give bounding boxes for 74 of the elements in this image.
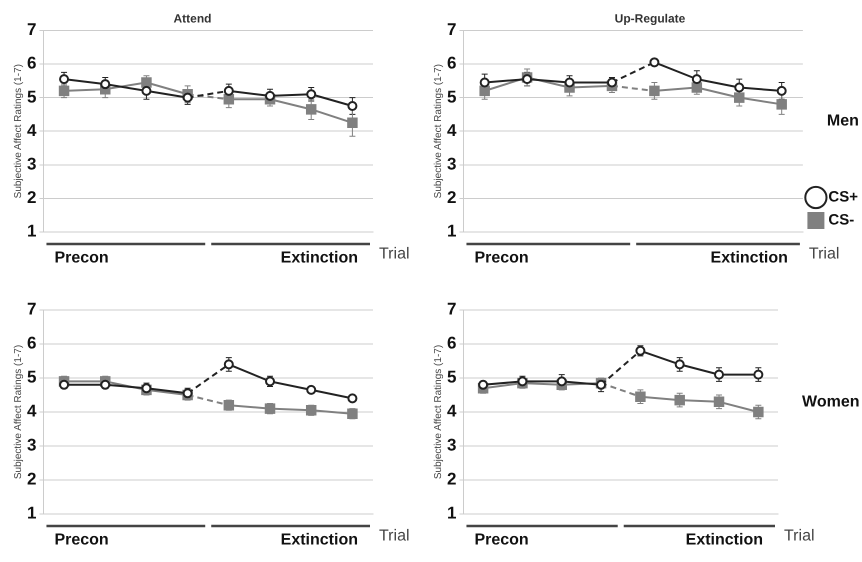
y-tick-label: 3 (446, 436, 456, 455)
y-tick-label: 6 (26, 334, 36, 353)
y-tick-label: 1 (446, 222, 456, 241)
y-tick-label: 5 (446, 368, 456, 387)
point (649, 86, 660, 96)
point (59, 74, 70, 84)
y-tick-label: 2 (446, 470, 456, 489)
point (753, 370, 764, 380)
y-tick-label: 4 (446, 120, 457, 140)
y-tick-label: 3 (446, 154, 456, 174)
y-tick-label: 5 (26, 368, 36, 387)
point (224, 86, 234, 96)
y-tick-label: 5 (26, 87, 36, 106)
text: Extinction (280, 249, 358, 266)
y-tick-label: 5 (446, 87, 456, 106)
point (556, 376, 567, 386)
y-tick-label: 4 (26, 402, 37, 421)
point (347, 101, 358, 111)
y-tick-label: 4 (26, 120, 37, 140)
y-tick-label: 7 (446, 300, 456, 319)
point (347, 118, 358, 128)
point (480, 77, 490, 88)
y-tick-label: 2 (26, 188, 36, 208)
chart-title: Attend (174, 12, 212, 26)
y-tick-label: 2 (446, 188, 456, 208)
text: Precon (474, 249, 529, 266)
point (734, 82, 744, 93)
y-tick-label: 6 (26, 54, 36, 73)
y-tick-label: 1 (26, 222, 36, 241)
y-axis-title: Subjective Affect Ratings (1-7) (432, 64, 444, 198)
point (714, 370, 724, 380)
y-tick-label: 3 (26, 436, 36, 455)
x-axis-title: Trial (379, 527, 410, 544)
chart-title: Up-Regulate (614, 12, 686, 26)
x-axis-title: Trial (784, 527, 815, 544)
legend-label: CS+ (828, 188, 858, 206)
x-axis-title: Trial (379, 245, 410, 262)
y-tick-label: 3 (26, 154, 36, 174)
y-axis-title: Subjective Affect Ratings (1-7) (12, 344, 24, 480)
y-tick-label: 7 (446, 20, 456, 40)
point (692, 74, 702, 84)
y-tick-label: 7 (26, 20, 36, 40)
y-tick-label: 1 (446, 504, 456, 523)
point (674, 359, 685, 370)
y-tick-label: 6 (446, 334, 456, 353)
point (100, 79, 110, 90)
text: Women (802, 393, 860, 410)
point (479, 86, 490, 96)
legend-label: CS- (828, 212, 854, 229)
point (776, 86, 787, 96)
x-axis-title: Trial (808, 245, 840, 262)
point (776, 99, 787, 110)
point (734, 92, 744, 103)
y-tick-label: 6 (446, 54, 456, 73)
y-tick-label: 2 (26, 470, 36, 489)
point (141, 86, 152, 96)
text: Precon (54, 249, 109, 266)
point (182, 92, 193, 103)
y-tick-label: 7 (26, 300, 36, 319)
y-axis-title: Subjective Affect Ratings (1-7) (432, 344, 444, 480)
y-axis-title: Subjective Affect Ratings (1-7) (12, 64, 24, 198)
point (224, 359, 234, 370)
point (224, 94, 234, 105)
text: Extinction (686, 531, 763, 548)
text: Extinction (710, 249, 788, 266)
text: Extinction (280, 531, 358, 548)
y-tick-label: 4 (446, 402, 457, 421)
point (265, 90, 276, 101)
point (306, 104, 316, 115)
text: Men (826, 112, 859, 130)
text: Precon (54, 531, 109, 548)
y-tick-label: 1 (26, 504, 36, 523)
text: Precon (474, 531, 529, 548)
point (564, 77, 575, 88)
